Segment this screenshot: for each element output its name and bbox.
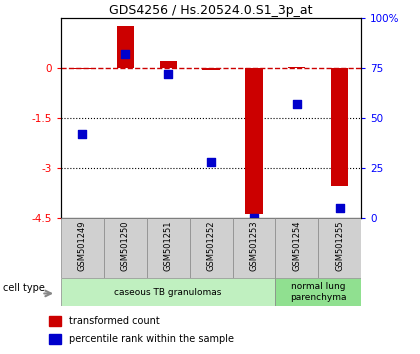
Text: GSM501253: GSM501253 (249, 221, 258, 272)
Bar (117, 26, 134, 68)
Bar (49, 334, 61, 344)
Bar (49, 316, 61, 326)
Bar (288, 67, 305, 68)
Bar (61, 278, 276, 306)
Bar (318, 218, 361, 278)
Point (122, 51, 129, 57)
Point (336, 205, 343, 211)
Bar (276, 278, 361, 306)
Text: caseous TB granulomas: caseous TB granulomas (115, 287, 222, 297)
Point (208, 159, 215, 165)
Text: GSM501252: GSM501252 (207, 221, 215, 271)
Title: GDS4256 / Hs.20524.0.S1_3p_at: GDS4256 / Hs.20524.0.S1_3p_at (109, 4, 313, 17)
Bar (104, 218, 147, 278)
Bar (74, 68, 91, 69)
Bar (202, 68, 220, 70)
Bar (61, 218, 104, 278)
Bar (160, 61, 177, 68)
Bar (147, 218, 189, 278)
Bar (189, 218, 233, 278)
Text: normal lung
parenchyma: normal lung parenchyma (290, 282, 346, 302)
Text: GSM501249: GSM501249 (78, 221, 87, 271)
Bar (245, 68, 262, 215)
Text: percentile rank within the sample: percentile rank within the sample (69, 334, 234, 344)
Point (251, 215, 257, 221)
Bar (276, 218, 318, 278)
Bar (331, 68, 348, 186)
Text: GSM501255: GSM501255 (335, 221, 344, 271)
Point (165, 71, 171, 76)
Text: GSM501250: GSM501250 (121, 221, 130, 271)
Text: transformed count: transformed count (69, 316, 160, 326)
Point (79, 131, 86, 137)
Text: cell type: cell type (3, 283, 45, 293)
Text: GSM501254: GSM501254 (292, 221, 302, 271)
Point (294, 101, 300, 107)
Bar (233, 218, 276, 278)
Text: GSM501251: GSM501251 (164, 221, 173, 271)
